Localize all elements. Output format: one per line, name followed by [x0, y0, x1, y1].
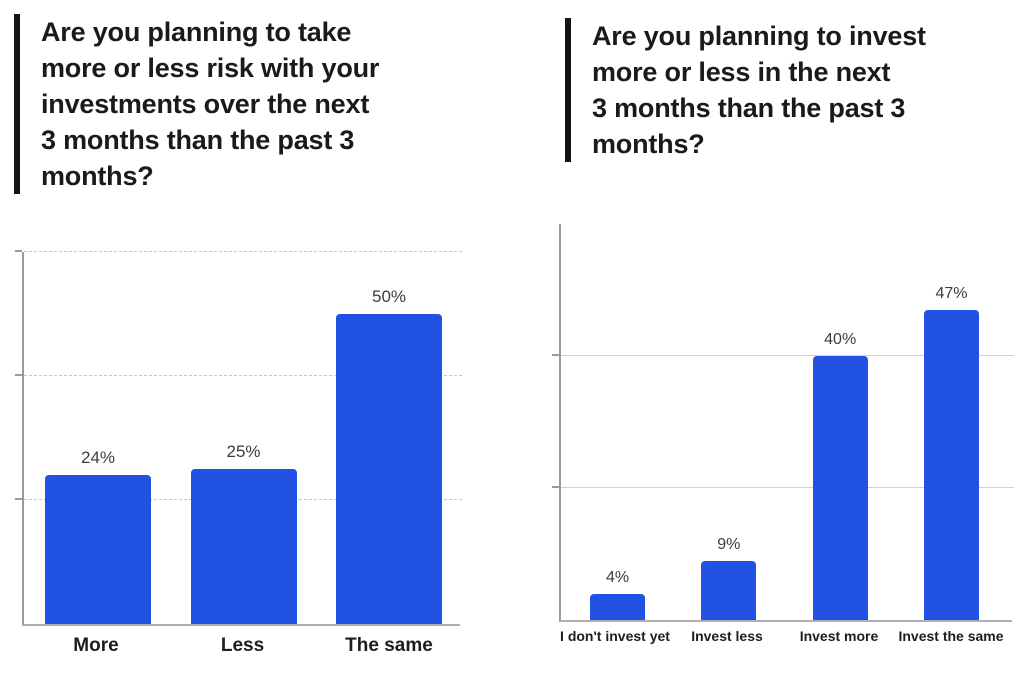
bar-slot-invest-less: 9% — [701, 224, 757, 620]
axis-tick-40 — [15, 374, 22, 376]
bar-slot-more: 24% — [45, 252, 151, 624]
title-accent-bar — [565, 18, 571, 162]
bar-the-same — [336, 314, 442, 624]
bar-less — [190, 469, 297, 624]
plot-area-risk: 24% 25% 50% — [15, 250, 462, 626]
bar-invest-less — [701, 560, 757, 620]
bar-value-label: 9% — [717, 535, 741, 553]
axis-tick-20 — [15, 498, 22, 500]
plot-area-invest: 4% 9% 40% 47% — [552, 224, 1014, 622]
bar-invest-the-same — [923, 309, 979, 620]
question-risk: Are you planning to take more or less ri… — [14, 14, 379, 194]
category-label-invest-less: Invest less — [691, 628, 763, 644]
category-label-more: More — [73, 635, 119, 656]
bar-slot-invest-more: 40% — [812, 224, 868, 620]
bar-value-label: 25% — [226, 442, 261, 461]
bar-invest-more — [812, 356, 868, 620]
bar-slot-invest-the-same: 47% — [923, 224, 979, 620]
bar-value-label: 4% — [605, 568, 630, 586]
bar-chart-invest: 4% 9% 40% 47% I don't invest yet Invest less… — [552, 224, 1014, 644]
category-label-less: Less — [220, 635, 265, 656]
bar-value-label: 24% — [80, 448, 116, 468]
category-label-i-don-t-invest-yet: I don't invest yet — [560, 628, 670, 644]
chart-title-risk: Are you planning to take more or less ri… — [41, 17, 380, 191]
bar-i-don-t-invest-yet — [590, 593, 645, 620]
category-axis-invest: I don't invest yet Invest less Invest more… — [559, 628, 1012, 644]
category-axis-risk: More Less The same — [22, 635, 460, 657]
title-accent-bar — [14, 14, 20, 194]
axis-tick-40 — [552, 354, 559, 357]
gridline-20 — [561, 487, 1014, 489]
bar-slot-less: 25% — [190, 252, 297, 624]
category-label-the-same: The same — [345, 635, 433, 656]
bar-slot-i-don-t-invest-yet: 4% — [590, 224, 645, 620]
bar-more — [45, 475, 151, 624]
bar-value-label: 47% — [935, 284, 968, 302]
axis-tick-60 — [15, 250, 22, 252]
gridline-40 — [24, 375, 462, 376]
bar-slot-the-same: 50% — [336, 252, 442, 624]
bar-value-label: 50% — [371, 287, 407, 306]
bar-value-label: 40% — [824, 331, 857, 349]
gridline-60 — [24, 251, 462, 252]
question-invest: Are you planning to invest more or less … — [565, 18, 926, 162]
bar-chart-risk: 24% 25% 50% More Less The same — [15, 250, 462, 657]
category-label-invest-the-same: Invest the same — [898, 628, 1004, 644]
category-label-invest-more: Invest more — [799, 628, 879, 644]
chart-title-invest: Are you planning to invest more or less … — [592, 21, 926, 159]
axis-tick-20 — [552, 486, 559, 489]
gridline-40 — [561, 355, 1014, 357]
